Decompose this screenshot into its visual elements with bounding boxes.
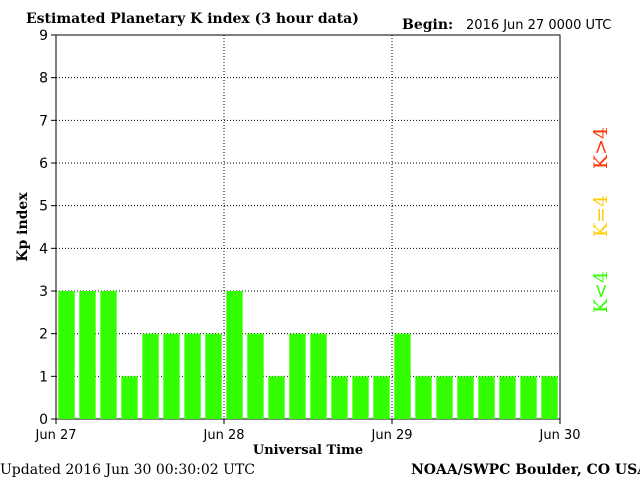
kp-bar: [289, 333, 306, 419]
begin-label: Begin:: [402, 17, 453, 33]
x-ticks: Jun 27 Jun 28 Jun 29 Jun 30: [35, 419, 581, 443]
grid-lines: [56, 35, 560, 419]
kp-bar: [457, 376, 474, 419]
kp-bar: [373, 376, 390, 419]
kp-bar: [58, 291, 75, 419]
y-ticks: 0 1 2 3 4 5 6 7 8 9: [39, 28, 56, 428]
kp-bar: [415, 376, 432, 419]
y-tick-label: 0: [39, 412, 48, 428]
kp-bar: [541, 376, 558, 419]
kp-bar: [163, 333, 180, 419]
kp-bar: [142, 333, 159, 419]
kp-bar: [226, 291, 243, 419]
x-tick-label: Jun 27: [35, 428, 77, 443]
y-tick-label: 4: [39, 241, 48, 257]
kp-bar: [520, 376, 537, 419]
kp-bar: [478, 376, 495, 419]
updated-timestamp: Updated 2016 Jun 30 00:30:02 UTC: [0, 462, 255, 478]
y-tick-label: 8: [39, 71, 48, 87]
plot-frame: [55, 34, 561, 420]
y-tick-label: 7: [39, 113, 48, 129]
bars: [58, 291, 558, 419]
kp-bar: [205, 333, 222, 419]
kp-bar: [184, 333, 201, 419]
y-axis-label: Kp index: [15, 192, 31, 262]
y-tick-label: 6: [39, 156, 48, 172]
y-tick-label: 9: [39, 28, 48, 44]
credit-text: NOAA/SWPC Boulder, CO USA: [411, 462, 640, 478]
kp-bar: [121, 376, 138, 419]
kp-bar: [79, 291, 96, 419]
chart-title: Estimated Planetary K index (3 hour data…: [26, 11, 359, 27]
legend-k-below-4: K<4: [590, 271, 612, 313]
kp-bar: [352, 376, 369, 419]
begin-value: 2016 Jun 27 0000 UTC: [466, 18, 611, 33]
kp-bar: [499, 376, 516, 419]
y-tick-label: 1: [39, 369, 48, 385]
kp-bar: [100, 291, 117, 419]
y-tick-label: 5: [39, 199, 48, 215]
kp-bar: [247, 333, 264, 419]
kp-bar: [436, 376, 453, 419]
kp-bar: [331, 376, 348, 419]
kp-bar: [394, 333, 411, 419]
x-tick-label: Jun 28: [203, 428, 245, 443]
x-tick-label: Jun 30: [539, 428, 581, 443]
x-axis-label: Universal Time: [253, 443, 363, 458]
legend-k-above-4: K>4: [590, 127, 612, 169]
kp-bar: [310, 333, 327, 419]
kp-bar: [268, 376, 285, 419]
x-tick-label: Jun 29: [371, 428, 413, 443]
y-tick-label: 2: [39, 327, 48, 343]
legend-k-equal-4: K=4: [590, 195, 612, 237]
y-tick-label: 3: [39, 284, 48, 300]
